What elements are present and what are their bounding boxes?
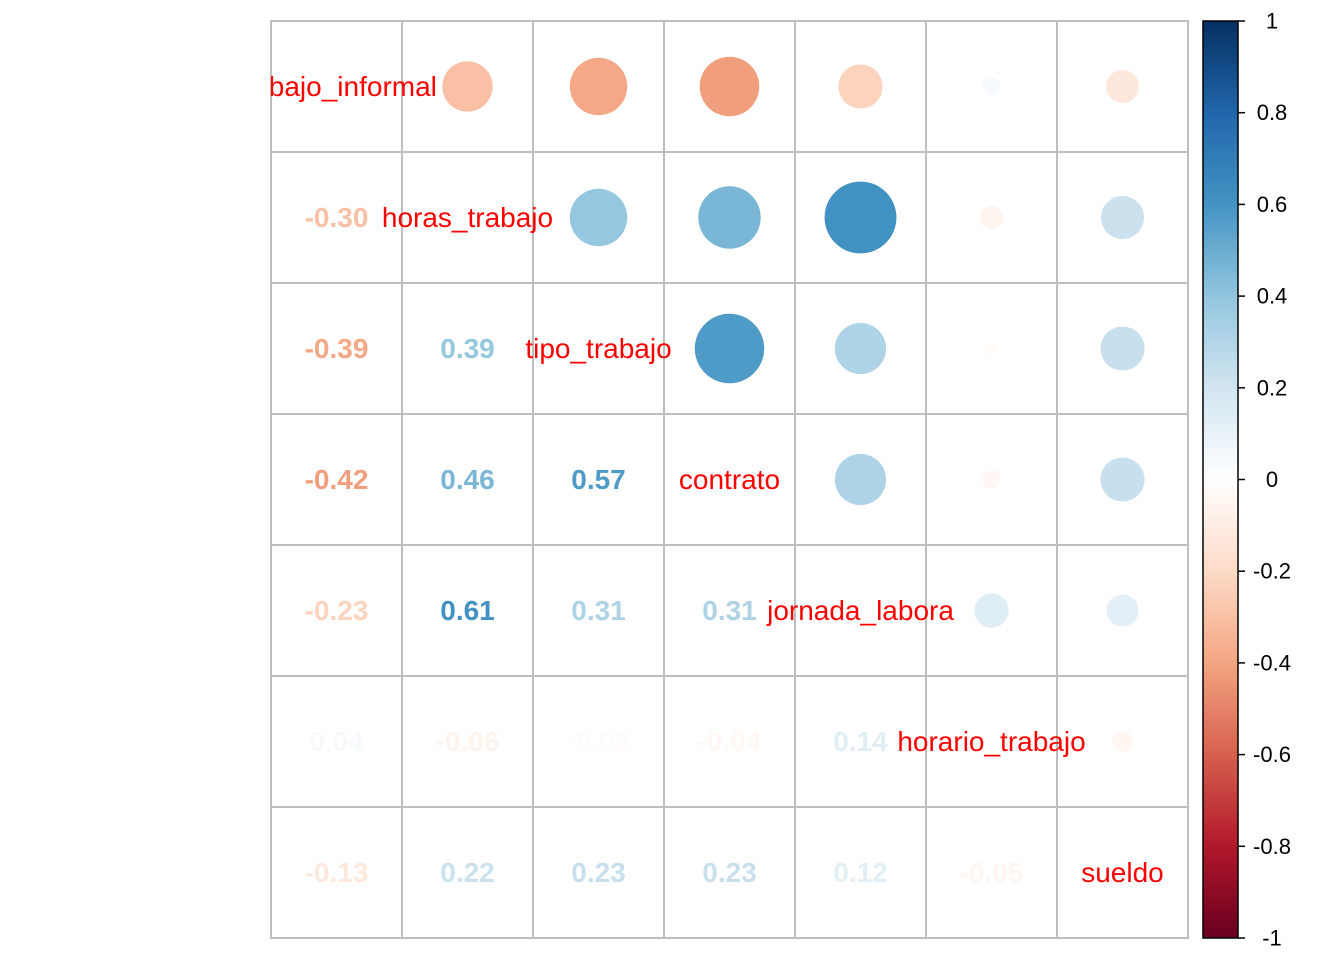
colorbar-tick-label: -0.8 [1253,834,1291,859]
colorbar-tick-label: 0.6 [1257,192,1288,217]
correlation-value: 0.14 [833,726,888,757]
correlation-circle [1100,195,1145,240]
variable-label: jornada_labora [766,595,954,626]
colorbar-tick-label: 0.4 [1257,284,1288,309]
correlation-circle [569,188,628,247]
correlation-value: -0.02 [567,726,631,757]
variable-label: sueldo [1081,857,1164,888]
correlation-circle [442,61,493,112]
matrix-marks: -0.30 -0.39 0.39 -0.42 0.46 0.57 -0.23 0.61 0.31… [305,56,1145,888]
variable-label: contrato [679,464,780,495]
correlation-value: -0.42 [305,464,369,495]
correlation-circle [974,593,1009,628]
matrix-cell [532,544,665,677]
correlation-circle [694,313,765,384]
correlation-circle [1112,731,1133,752]
color-legend: 1 0.8 0.6 0.4 0.2 0 -0.2 -0.4 -0.6 -0.8 -1 [1202,9,1291,951]
correlation-circle [569,57,628,116]
colorbar-tick-label: 0 [1266,467,1278,492]
correlation-value: -0.30 [305,202,369,233]
matrix-cell [270,413,403,546]
correlation-value: -0.39 [305,333,369,364]
correlation-circle [984,341,999,356]
matrix-cell [270,675,403,808]
correlation-circle [1100,326,1145,371]
correlation-value: 0.12 [833,857,888,888]
colorbar-tick-label: 1 [1266,9,1278,34]
correlation-value: 0.22 [440,857,495,888]
matrix-cell [1056,151,1189,284]
matrix-cell [794,806,927,939]
matrix-cell [663,806,796,939]
correlation-circle [699,56,760,117]
colorbar-tick-label: -1 [1262,926,1282,951]
correlation-value: 0.57 [571,464,626,495]
matrix-cell [532,675,665,808]
matrix-cell [270,806,403,939]
correlation-value: 0.23 [702,857,757,888]
correlation-value: -0.13 [305,857,369,888]
matrix-cell [794,675,927,808]
correlation-circle [982,77,1001,96]
correlation-value: -0.06 [436,726,500,757]
variable-label: horario_trabajo [897,726,1085,757]
correlation-value: -0.04 [698,726,762,757]
variable-label: tipo_trabajo [525,333,671,364]
colorbar-tick-label: 0.2 [1257,375,1288,400]
correlation-circle [982,470,1001,489]
correlation-circle [834,453,887,506]
variable-label: trabajo_informal [236,71,437,102]
correlation-circle [1105,69,1140,104]
matrix-cell [663,413,796,546]
correlation-circle [1106,594,1139,627]
correlation-value: -0.23 [305,595,369,626]
colorbar-tick-label: -0.4 [1253,650,1291,675]
matrix-cell [401,675,534,808]
matrix-cell [532,282,665,415]
correlation-value: 0.04 [309,726,364,757]
correlation-circle [824,181,897,254]
matrix-cell [1056,806,1189,939]
colorbar-tick-label: 0.8 [1257,100,1288,125]
correlation-circle [980,206,1003,229]
matrix-cell [925,806,1058,939]
correlation-circle [1100,457,1145,502]
matrix-cell [401,282,534,415]
correlation-value: -0.05 [960,857,1024,888]
correlation-value: 0.39 [440,333,495,364]
correlation-value: 0.46 [440,464,495,495]
correlation-circle [834,322,887,375]
colorbar-tick-label: -0.6 [1253,742,1291,767]
correlation-value: 0.31 [702,595,757,626]
diagonal-labels: trabajo_informal horas_trabajo tipo_trabaj… [236,71,1164,888]
matrix-cell [270,20,403,153]
correlation-circle [838,64,883,109]
correlation-value: 0.23 [571,857,626,888]
matrix-cell [401,413,534,546]
matrix-cell [270,151,403,284]
variable-label: horas_trabajo [382,202,553,233]
correlation-circle [698,186,761,249]
matrix-grid [270,20,1189,939]
matrix-cell [663,675,796,808]
colorbar-tick-label: -0.2 [1253,559,1291,584]
correlation-value: 0.31 [571,595,626,626]
colorbar-gradient [1202,20,1239,939]
matrix-cell [532,806,665,939]
matrix-cell [270,544,403,677]
correlation-value: 0.61 [440,595,495,626]
